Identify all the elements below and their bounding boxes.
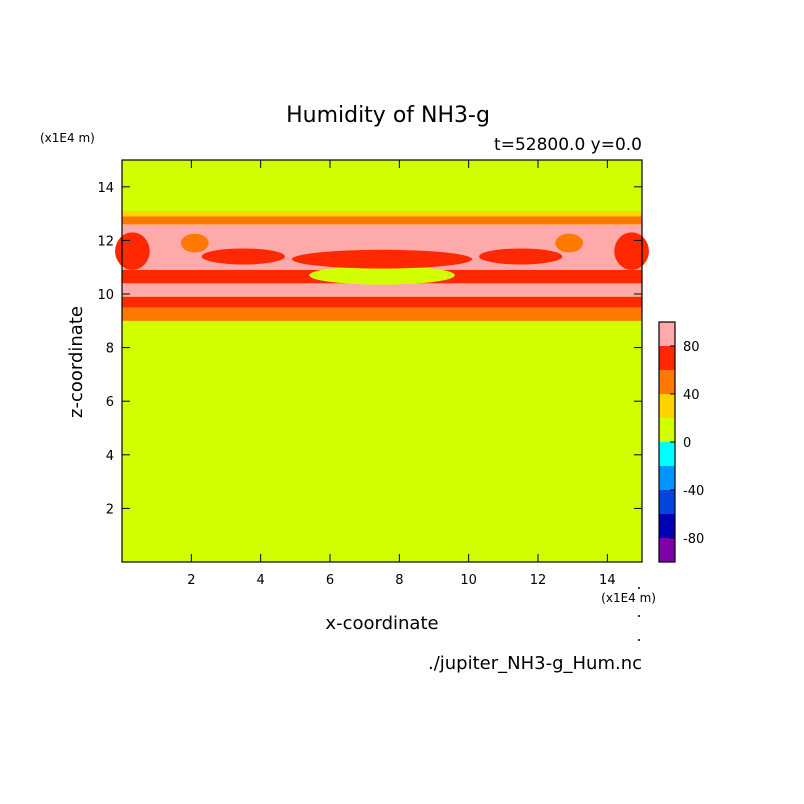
chart-subtitle: t=52800.0 y=0.0 — [494, 135, 642, 155]
colorbar-tick-label: 0 — [683, 436, 691, 451]
y-tick-label: 6 — [106, 395, 114, 410]
x-tick-label: 4 — [257, 573, 265, 588]
x-tick-label: 14 — [599, 573, 616, 588]
x-tick-label: 10 — [460, 573, 477, 588]
marker-dot — [638, 639, 640, 641]
colorbar-tick-label: 80 — [683, 340, 700, 355]
heatmap-band — [122, 210, 642, 217]
y-tick-label: 10 — [97, 288, 114, 303]
axis-ticks: 2 4 6 8 10 12 14 2 4 6 8 10 12 14 — [97, 160, 642, 588]
colorbar-segment — [659, 538, 675, 562]
colorbar-tick-label: -40 — [683, 484, 704, 499]
source-file-label: ./jupiter_NH3-g_Hum.nc — [428, 653, 642, 674]
corner-marks — [638, 587, 640, 641]
y-tick-label: 4 — [106, 449, 114, 464]
colorbar-segment — [659, 370, 675, 394]
chart-title: Humidity of NH3-g — [286, 103, 490, 128]
y-tick-label: 8 — [106, 342, 114, 357]
marker-dot — [638, 615, 640, 617]
heatmap-feature — [115, 232, 150, 270]
heatmap-feature — [614, 232, 649, 270]
y-axis-label: z-coordinate — [66, 306, 87, 418]
y-tick-label: 2 — [106, 502, 114, 517]
colorbar-tick-label: 40 — [683, 388, 700, 403]
heatmap-band — [122, 283, 642, 297]
heatmap-band — [122, 216, 642, 225]
x-axis-label: x-coordinate — [325, 613, 438, 634]
heatmap-fill — [115, 160, 649, 562]
y-axis-unit: (x1E4 m) — [40, 131, 95, 145]
colorbar-segment — [659, 394, 675, 418]
heatmap-feature — [479, 248, 563, 265]
heatmap-feature — [291, 249, 473, 269]
x-tick-label: 12 — [530, 573, 547, 588]
heatmap-feature — [309, 265, 455, 285]
colorbar: -80 -40 0 40 80 — [658, 321, 704, 563]
colorbar-tick-label: -80 — [683, 532, 704, 547]
plot-frame — [121, 159, 643, 563]
colorbar-segment — [659, 346, 675, 370]
colorbar-segment — [659, 466, 675, 490]
heatmap-band — [122, 307, 642, 321]
heatmap-band — [122, 296, 642, 308]
x-tick-label: 8 — [395, 573, 403, 588]
x-tick-label: 6 — [326, 573, 334, 588]
x-axis-unit: (x1E4 m) — [601, 591, 656, 605]
x-tick-label: 2 — [187, 573, 195, 588]
colorbar-segment — [659, 514, 675, 538]
colorbar-segment — [659, 418, 675, 442]
colorbar-segment — [659, 442, 675, 466]
marker-dot — [638, 587, 640, 589]
heatmap-feature — [201, 248, 285, 265]
y-tick-label: 14 — [97, 181, 114, 196]
colorbar-segment — [659, 322, 675, 346]
y-tick-label: 12 — [97, 234, 114, 249]
heatmap-feature — [555, 233, 584, 253]
heatmap-feature — [180, 233, 209, 253]
colorbar-segment — [659, 490, 675, 514]
